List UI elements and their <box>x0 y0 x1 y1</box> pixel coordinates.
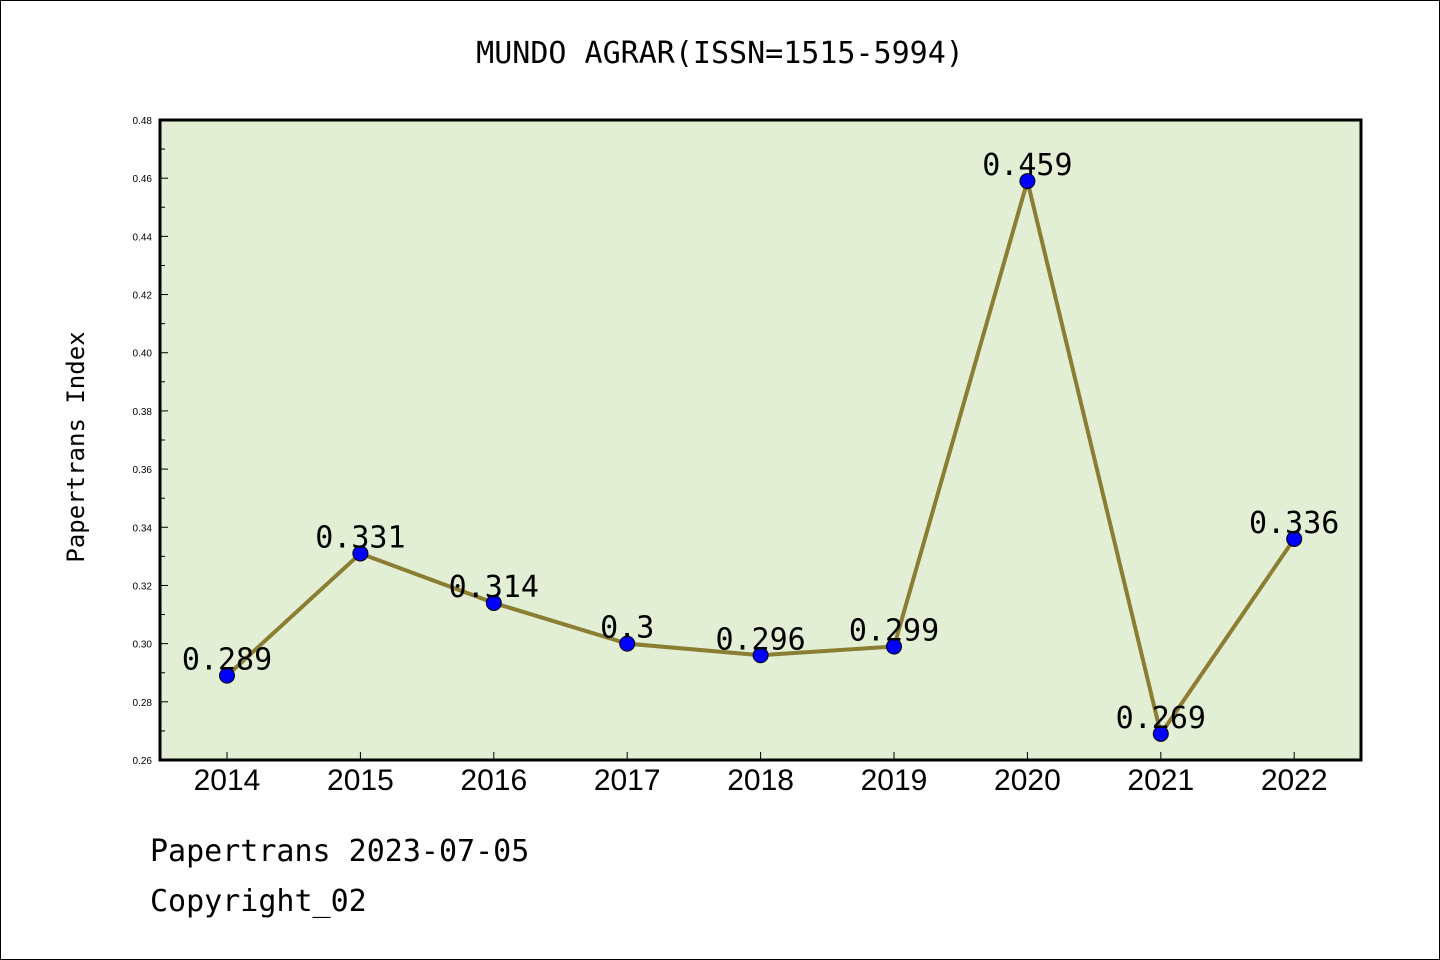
data-point <box>485 594 502 611</box>
y-tick-label: 0.36 <box>133 465 153 476</box>
data-point <box>352 545 369 562</box>
footer-date: Papertrans 2023-07-05 <box>150 834 530 869</box>
data-point <box>752 647 769 664</box>
y-tick-label: 0.32 <box>133 581 153 592</box>
x-tick-label: 2017 <box>594 764 661 797</box>
data-point <box>219 667 235 684</box>
data-point <box>619 635 636 652</box>
x-tick-label: 2020 <box>994 764 1061 797</box>
y-tick-label: 0.34 <box>133 523 153 534</box>
y-tick-label: 0.40 <box>133 349 153 360</box>
data-label: 0.289 <box>182 643 272 678</box>
y-tick-label: 0.46 <box>133 174 153 185</box>
data-point <box>1019 173 1036 190</box>
y-tick-label: 0.48 <box>133 116 153 127</box>
data-label: 0.314 <box>449 570 539 605</box>
data-label: 0.296 <box>715 622 805 657</box>
data-label: 0.459 <box>982 148 1072 183</box>
data-label: 0.269 <box>1116 701 1206 736</box>
plot-area <box>158 118 1363 762</box>
data-label: 0.331 <box>315 520 405 555</box>
x-tick-label: 2015 <box>327 764 394 797</box>
x-tick-label: 2016 <box>460 764 527 797</box>
x-axis: 2014 2015 2016 2017 2018 2019 2020 2021 2022 <box>194 752 1328 797</box>
data-label: 0.336 <box>1249 506 1339 541</box>
y-tick-label: 0.38 <box>133 407 153 418</box>
data-point <box>1286 530 1303 547</box>
data-point <box>1152 725 1169 742</box>
x-tick-label: 2019 <box>861 764 928 797</box>
data-label: 0.299 <box>849 614 939 649</box>
data-point <box>886 638 902 655</box>
data-labels: 0.289 0.331 0.314 0.3 0.296 0.299 0.459 0.269 0.… <box>182 148 1340 736</box>
data-markers <box>219 173 1303 742</box>
x-tick-label: 2018 <box>727 764 794 797</box>
y-axis: 0.26 0.28 0.30 0.32 0.34 0.36 0.38 0.40 0.42 0.44… <box>133 116 168 767</box>
y-axis-label: Papertrans Index <box>62 331 90 562</box>
x-tick-label: 2021 <box>1127 764 1194 797</box>
y-tick-label: 0.44 <box>133 232 153 243</box>
y-tick-label: 0.42 <box>133 291 153 302</box>
y-tick-label: 0.30 <box>133 640 153 651</box>
footer-copyright: Copyright_02 <box>150 884 367 919</box>
y-tick-label: 0.28 <box>133 698 153 709</box>
y-tick-label: 0.26 <box>133 756 153 767</box>
x-tick-label: 2022 <box>1261 764 1328 797</box>
x-tick-label: 2014 <box>194 764 261 797</box>
chart-title: MUNDO AGRAR(ISSN=1515-5994) <box>476 36 964 71</box>
data-label: 0.3 <box>600 611 654 646</box>
